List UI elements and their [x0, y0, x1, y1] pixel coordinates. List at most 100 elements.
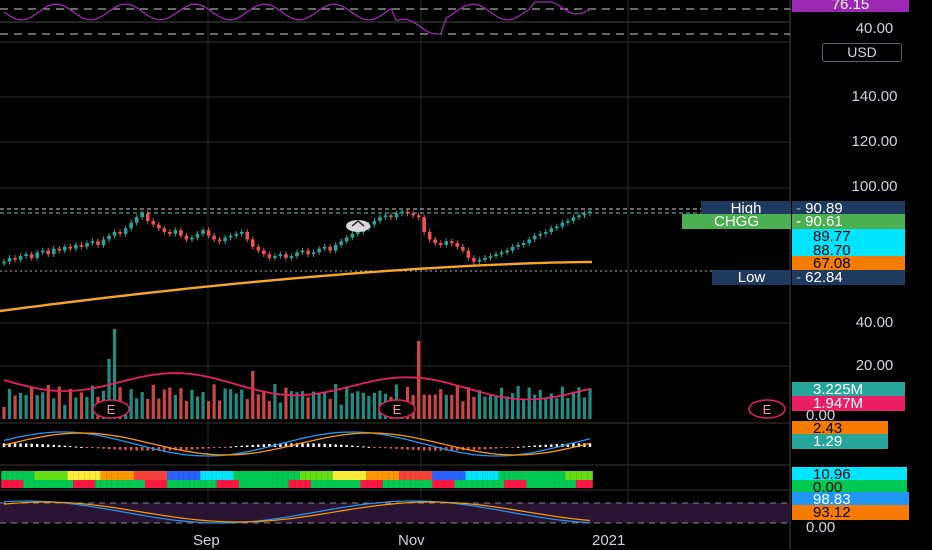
- osc-cell: [554, 471, 560, 480]
- volume-bar: [289, 391, 294, 419]
- candle: [350, 233, 355, 238]
- osc-cell: [338, 471, 345, 480]
- macd-hist-bar: [516, 446, 520, 448]
- low-value: 62.84: [805, 269, 843, 286]
- osc-cell: [294, 480, 300, 488]
- candle: [35, 252, 39, 258]
- osc-cell: [100, 471, 107, 480]
- candle: [306, 250, 310, 255]
- candle: [190, 237, 194, 240]
- candle: [295, 252, 299, 257]
- volume-bar: [206, 401, 211, 419]
- osc-cell: [183, 480, 190, 488]
- earnings-marker[interactable]: E: [92, 399, 130, 419]
- candle: [212, 235, 216, 240]
- macd-hist-bar: [74, 446, 78, 448]
- volume-bar: [184, 400, 189, 419]
- earnings-marker[interactable]: E: [378, 399, 416, 419]
- osc-cell: [139, 480, 146, 488]
- osc-cell: [277, 480, 284, 488]
- macd-hist-bar: [284, 443, 288, 447]
- osc-cell: [45, 480, 52, 488]
- osc-cell: [587, 480, 593, 488]
- candle: [400, 211, 404, 214]
- volume-bar: [195, 396, 200, 419]
- volume-bar: [345, 387, 349, 419]
- volume-bar: [571, 391, 576, 419]
- currency-selector[interactable]: USD: [822, 43, 902, 62]
- macd-hist-bar: [58, 445, 61, 447]
- candle: [516, 244, 520, 247]
- macd-hist-bar: [47, 444, 50, 447]
- osc-cell: [56, 480, 63, 488]
- macd-hist-bar: [306, 443, 310, 447]
- osc-cell: [343, 480, 350, 488]
- osc-cell: [570, 480, 577, 488]
- osc-cell: [537, 471, 544, 480]
- candle: [68, 246, 73, 249]
- volume-bar: [466, 387, 470, 419]
- macd-hist-bar: [80, 446, 83, 448]
- osc-cell: [67, 480, 74, 488]
- candle: [339, 241, 344, 245]
- volume-bar: [112, 329, 117, 419]
- osc-cell: [249, 480, 256, 488]
- volume-bar: [234, 393, 238, 419]
- candle: [46, 250, 51, 255]
- svg-text:E: E: [763, 402, 772, 417]
- candle: [134, 217, 139, 223]
- candle: [505, 250, 509, 253]
- osc-cell: [576, 471, 582, 480]
- volume-bar: [63, 404, 67, 419]
- osc-cell: [84, 480, 90, 488]
- macd-hist-bar: [240, 445, 243, 447]
- volume-bar: [295, 392, 299, 419]
- candle: [40, 250, 45, 253]
- volume-bar: [300, 391, 305, 419]
- low-value-tag: - 62.84: [792, 270, 905, 285]
- osc-cell: [426, 480, 433, 488]
- volume-bar: [168, 387, 172, 419]
- ma1-tag: 89.77: [792, 229, 905, 244]
- osc-cell: [78, 471, 85, 480]
- candle: [217, 239, 222, 242]
- osc-cell: [194, 480, 201, 488]
- macd-hist-bar: [400, 447, 404, 450]
- osc-cell: [548, 480, 555, 488]
- osc-cell: [437, 471, 444, 480]
- volume-bar: [41, 392, 45, 419]
- osc-cell: [542, 480, 549, 488]
- macd-hist-bar: [129, 447, 133, 451]
- osc-cell: [167, 471, 173, 480]
- macd-hist-bar: [406, 447, 409, 450]
- earnings-marker[interactable]: E: [748, 399, 786, 419]
- candle: [162, 228, 167, 232]
- osc-cell: [482, 471, 488, 480]
- rsi-level-label: 40.00: [855, 20, 894, 37]
- volume-bar: [439, 389, 443, 419]
- osc-cell: [299, 480, 306, 488]
- volume-bar: [488, 393, 493, 419]
- candle: [477, 259, 482, 262]
- volume-bar: [212, 384, 216, 419]
- osc-cell: [421, 480, 427, 488]
- osc-cell: [410, 471, 416, 480]
- stoch-band: [0, 503, 790, 523]
- candle: [466, 250, 471, 258]
- volume-zero: 0.00: [806, 407, 836, 424]
- candle: [433, 239, 438, 244]
- candle: [521, 243, 526, 245]
- volume-bar: [334, 384, 338, 419]
- volume-bar: [85, 396, 89, 419]
- osc-cell: [283, 480, 289, 488]
- osc-cell: [106, 480, 112, 488]
- volume-bar: [179, 388, 183, 419]
- candle: [18, 256, 23, 260]
- osc-cell: [520, 471, 527, 480]
- macd-hist-bar: [577, 443, 581, 447]
- macd-hist-bar: [207, 447, 210, 449]
- candle: [278, 254, 283, 257]
- osc-cell: [371, 471, 378, 480]
- flag-icon[interactable]: [346, 220, 370, 232]
